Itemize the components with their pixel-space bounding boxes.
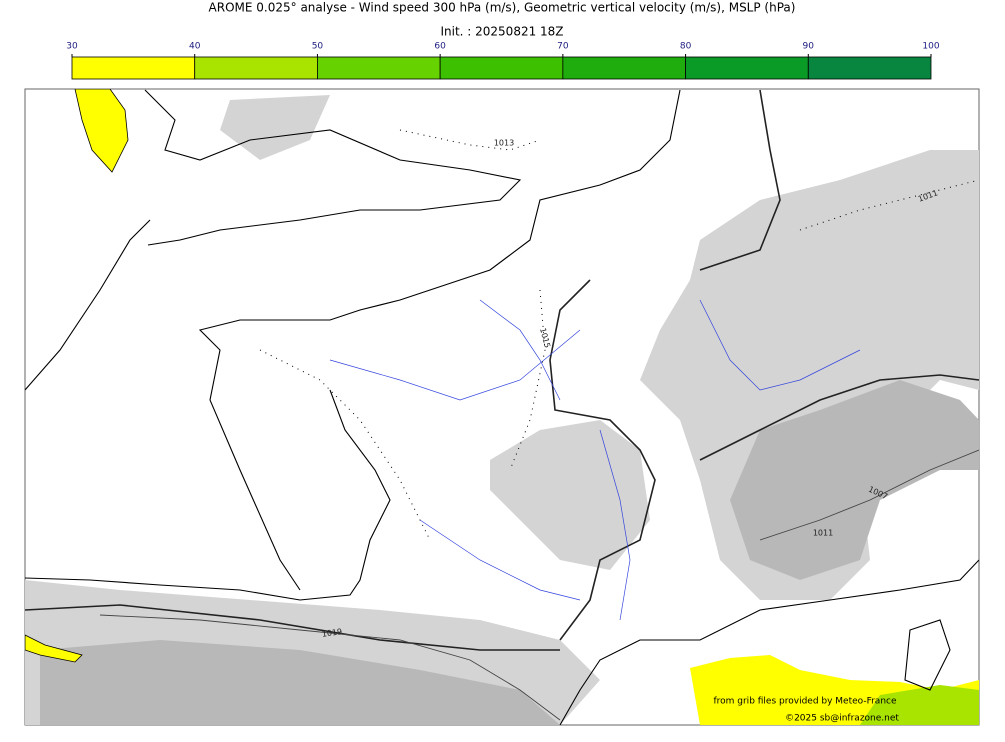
coastline — [25, 389, 391, 601]
colorbar-segment — [685, 56, 809, 80]
jet-area — [25, 634, 83, 663]
shade — [220, 95, 330, 160]
coastline — [144, 89, 522, 246]
coastline — [559, 559, 979, 725]
isobar-label: 1019 — [321, 627, 342, 639]
colorbar-segment — [194, 56, 318, 80]
isobar-dotted — [509, 289, 546, 471]
river — [699, 299, 861, 391]
river — [479, 299, 561, 401]
shade — [490, 420, 650, 570]
isobar-label: 1011 — [813, 529, 833, 538]
shade-dark — [730, 380, 979, 580]
border — [549, 279, 656, 641]
isobar — [759, 449, 979, 541]
colorbar-segment — [71, 56, 196, 80]
isobar — [99, 614, 561, 721]
border — [699, 374, 979, 461]
subtitle: Init. : 20250821 18Z — [440, 25, 563, 39]
credit: from grib files provided by Meteo-France — [713, 697, 896, 707]
map: 1013 1015 1011 1007 1011 1019 from grib … — [24, 88, 980, 726]
shade-dark — [40, 640, 560, 725]
river — [329, 329, 581, 401]
coastline — [198, 89, 681, 591]
coastline — [904, 619, 951, 691]
credit: ©2025 sb@infrazone.net — [785, 714, 899, 724]
colorbar-tick-label: 50 — [312, 42, 324, 52]
colorbar-segment — [317, 56, 441, 80]
river — [419, 519, 581, 601]
river — [599, 429, 631, 621]
isobar-label: 1013 — [494, 139, 514, 148]
colorbar-segment — [439, 56, 564, 80]
colorbar-tick-label: 80 — [680, 42, 692, 52]
colorbar-tick-label: 60 — [434, 42, 446, 52]
colorbar-segment — [807, 56, 932, 80]
jet-area — [74, 89, 129, 173]
border — [25, 604, 560, 651]
colorbar-tick-label: 90 — [803, 42, 815, 52]
colorbar-segment — [562, 56, 686, 80]
colorbar-tick-label: 30 — [66, 42, 78, 52]
colorbar-tick-label: 70 — [557, 42, 569, 52]
border — [699, 89, 781, 271]
jet-area — [860, 685, 979, 725]
colorbar-tick-label: 100 — [922, 42, 939, 52]
colorbar-tick-label: 40 — [189, 42, 201, 52]
colorbar: 30 40 50 60 70 80 90 100 — [66, 42, 940, 80]
title: AROME 0.025° analyse - Wind speed 300 hP… — [209, 1, 796, 15]
coastline — [25, 219, 151, 391]
